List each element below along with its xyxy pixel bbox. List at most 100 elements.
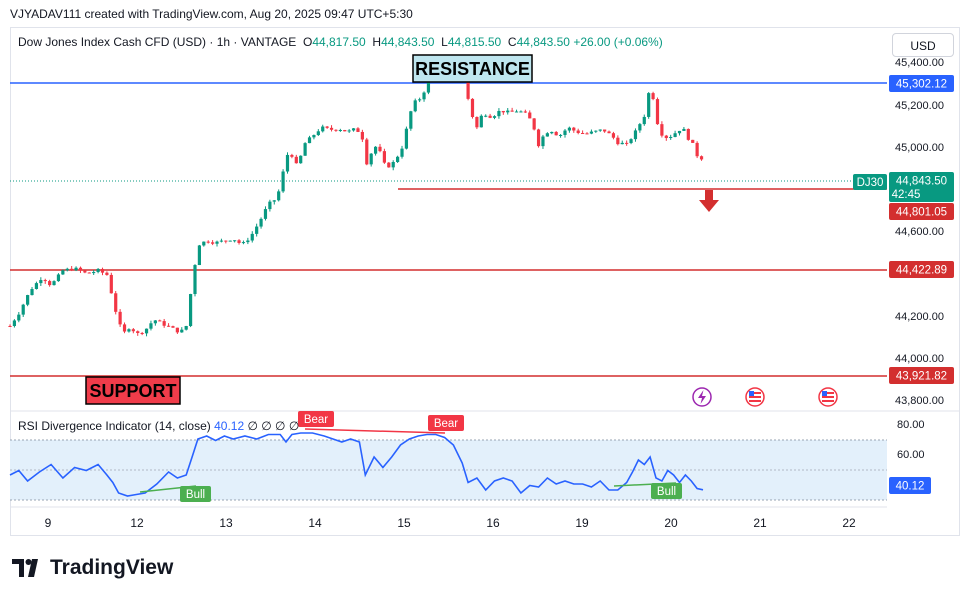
candle-body [193, 265, 197, 295]
candle-body [470, 98, 475, 118]
candle-body [567, 127, 571, 131]
candle-body [321, 126, 325, 132]
candle-body [294, 156, 298, 164]
down-arrow-icon [699, 190, 719, 212]
candle-body [39, 280, 43, 284]
candle-body [541, 136, 545, 147]
us-flag-icon[interactable] [818, 387, 838, 407]
candle-body [21, 304, 25, 315]
candle-body [105, 272, 109, 275]
candle-body [118, 311, 122, 325]
candle-body [633, 130, 638, 140]
candle-body [237, 240, 241, 243]
candle-body [329, 127, 334, 130]
candle-body [378, 146, 382, 152]
lightning-icon[interactable] [692, 387, 712, 407]
candle-body [100, 268, 105, 273]
us-flag-icon[interactable] [745, 387, 765, 407]
candlestick-series [8, 61, 704, 337]
candle-body [338, 130, 342, 132]
y-tick-label: 44,600.00 [895, 226, 944, 238]
candle-body [466, 82, 470, 99]
x-tick-label: 22 [842, 516, 856, 530]
candle-body [303, 143, 307, 156]
candle-body [78, 267, 83, 271]
candle-body [268, 201, 272, 210]
candle-body [299, 155, 303, 164]
candle-body [519, 111, 523, 113]
candle-body [285, 154, 290, 172]
resistance-label: RESISTANCE [415, 59, 530, 79]
x-tick-label: 21 [753, 516, 767, 530]
candle-body [382, 151, 386, 163]
svg-text:44,801.05: 44,801.05 [896, 207, 947, 219]
candle-body [642, 116, 646, 125]
candle-body [202, 241, 206, 246]
candle-body [228, 240, 232, 242]
candle-body [360, 131, 364, 140]
candle-body [664, 135, 668, 139]
candle-body [603, 129, 607, 132]
candle-body [581, 133, 585, 135]
candle-body [369, 153, 373, 165]
candle-body [312, 135, 316, 138]
svg-text:Bear: Bear [434, 418, 458, 430]
candle-body [563, 130, 567, 135]
candle-body [109, 274, 113, 294]
candle-body [8, 325, 12, 327]
candle-body [598, 129, 602, 131]
candle-body [184, 326, 188, 330]
candle-body [651, 93, 655, 100]
candle-body [501, 110, 505, 113]
candle-body [140, 333, 144, 335]
candle-body [532, 118, 536, 130]
candle-body [514, 111, 519, 113]
candle-body [373, 146, 378, 154]
candle-body [660, 124, 664, 136]
candle-body [144, 328, 149, 334]
candle-body [396, 156, 400, 162]
candle-body [536, 129, 541, 147]
candle-body [528, 112, 532, 119]
chart-frame [10, 27, 960, 536]
svg-text:44,422.89: 44,422.89 [896, 265, 947, 277]
currency-button[interactable]: USD [892, 33, 954, 57]
candle-body [197, 245, 202, 266]
candle-body [70, 268, 74, 271]
ohlc-close: C44,843.50 [507, 35, 570, 49]
candle-body [558, 134, 563, 136]
candle-body [34, 283, 39, 290]
candle-body [61, 270, 65, 275]
bear-divergence-line [304, 428, 446, 434]
candle-body [699, 156, 704, 160]
candle-body [206, 241, 210, 243]
x-tick-label: 14 [308, 516, 322, 530]
candle-body [96, 268, 100, 273]
rsi-title: RSI Divergence Indicator (14, close) [18, 419, 211, 433]
candle-body [387, 162, 391, 168]
candle-body [131, 329, 135, 332]
candle-body [572, 127, 576, 131]
candle-body [87, 272, 91, 274]
x-tick-label: 13 [219, 516, 233, 530]
tradingview-logo[interactable]: TradingView [12, 556, 173, 580]
candle-body [585, 133, 589, 135]
candle-body [17, 314, 21, 321]
candle-body [12, 320, 17, 327]
candle-body [391, 161, 395, 168]
candle-body [647, 93, 651, 117]
candle-body [26, 295, 30, 305]
candle-body [136, 331, 140, 334]
candle-body [92, 272, 96, 274]
x-tick-label: 12 [130, 516, 144, 530]
ohlc-high: H44,843.50 [372, 35, 435, 49]
rsi-y-tick-label: 80.00 [897, 419, 925, 431]
candle-body [114, 293, 118, 312]
candle-body [400, 148, 404, 157]
candle-body [325, 126, 329, 128]
price-tag-resistance: 45,302.12 [889, 75, 954, 92]
candle-body [255, 226, 259, 234]
candle-body [272, 200, 276, 202]
chart-credit: VJYADAV111 created with TradingView.com,… [10, 7, 413, 21]
candle-body [673, 133, 677, 137]
